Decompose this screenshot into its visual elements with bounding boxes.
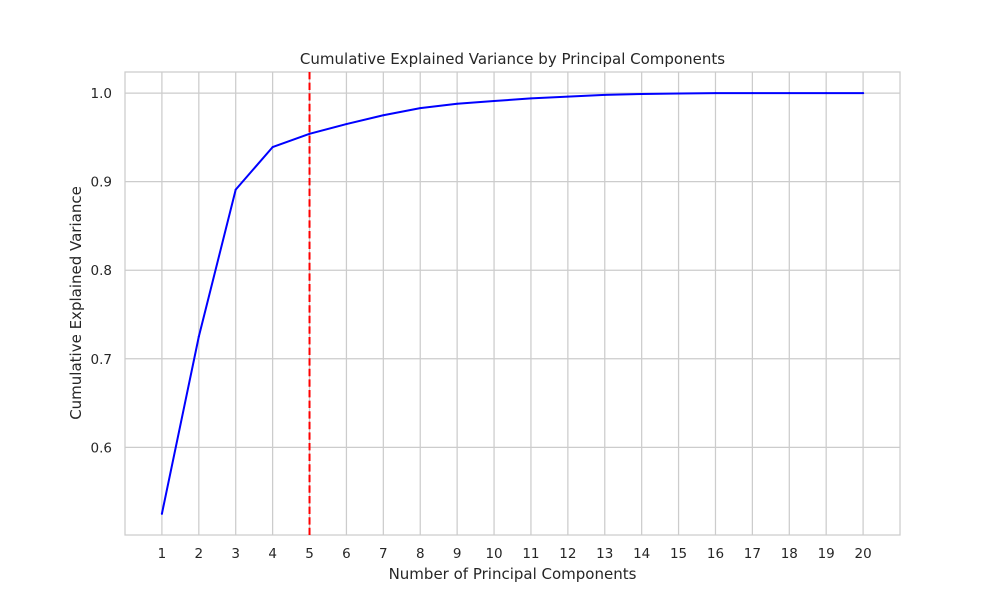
data-point <box>751 92 754 95</box>
y-tick-label: 0.6 <box>91 440 112 456</box>
x-tick-label: 11 <box>522 546 539 562</box>
x-tick-label: 13 <box>596 546 613 562</box>
data-point <box>160 512 163 515</box>
data-point <box>308 132 311 135</box>
x-tick-label: 9 <box>453 546 462 562</box>
data-point <box>271 146 274 149</box>
x-tick-label: 7 <box>379 546 388 562</box>
x-tick-label: 17 <box>744 546 761 562</box>
x-tick-label: 20 <box>855 546 872 562</box>
x-tick-label: 10 <box>485 546 502 562</box>
data-point <box>234 188 237 191</box>
y-tick-label: 0.8 <box>91 263 112 279</box>
y-tick-label: 0.9 <box>91 175 112 191</box>
data-point <box>677 92 680 95</box>
x-tick-label: 5 <box>305 546 314 562</box>
x-tick-label: 14 <box>633 546 650 562</box>
x-tick-labels: 1 2 3 4 5 6 7 8 9 10 11 12 13 14 15 16 17 18 19 20 <box>158 546 872 562</box>
x-tick-label: 6 <box>342 546 351 562</box>
y-tick-label: 0.7 <box>91 352 112 368</box>
y-tick-label: 1.0 <box>91 86 112 102</box>
data-point <box>419 107 422 110</box>
x-tick-label: 2 <box>195 546 204 562</box>
chart-title: Cumulative Explained Variance by Princip… <box>300 50 725 68</box>
data-point <box>197 335 200 338</box>
x-tick-label: 8 <box>416 546 425 562</box>
data-point <box>862 92 865 95</box>
x-tick-label: 1 <box>158 546 167 562</box>
data-point <box>566 95 569 98</box>
data-point <box>345 123 348 126</box>
data-point <box>640 92 643 95</box>
x-tick-label: 12 <box>559 546 576 562</box>
data-point <box>788 92 791 95</box>
data-point <box>456 102 459 105</box>
data-point <box>382 114 385 117</box>
data-point <box>825 92 828 95</box>
data-point <box>714 92 717 95</box>
data-point <box>529 97 532 100</box>
y-tick-labels: 0.6 0.7 0.8 0.9 1.0 <box>91 86 112 456</box>
x-tick-label: 4 <box>268 546 277 562</box>
grid-lines <box>125 72 900 535</box>
series-group <box>160 92 865 515</box>
plot-frame <box>124 71 901 536</box>
series-line <box>160 92 865 515</box>
data-point <box>493 100 496 103</box>
x-tick-label: 19 <box>818 546 835 562</box>
y-axis-label: Cumulative Explained Variance <box>67 186 85 420</box>
x-tick-label: 18 <box>781 546 798 562</box>
x-tick-label: 3 <box>231 546 240 562</box>
x-tick-label: 15 <box>670 546 687 562</box>
x-tick-label: 16 <box>707 546 724 562</box>
x-axis-label: Number of Principal Components <box>389 565 637 583</box>
data-point <box>603 93 606 96</box>
